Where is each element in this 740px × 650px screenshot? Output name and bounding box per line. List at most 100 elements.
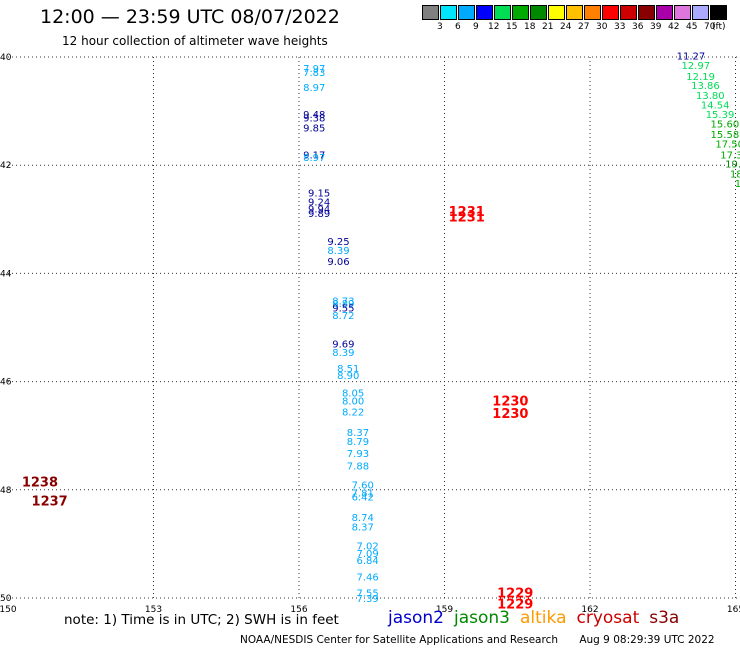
wave-height-value: 11.27 <box>677 51 706 62</box>
pass-time-label: 1230 <box>492 395 528 410</box>
legend-label: 33 <box>614 22 626 32</box>
credit-text: NOAA/NESDIS Center for Satellite Applica… <box>240 634 558 646</box>
legend-label: 45 <box>686 22 698 32</box>
legend-label: 12 <box>488 22 500 32</box>
wave-height-value: 7.46 <box>357 572 379 583</box>
color-legend: 3 6 9 12 15 18 21 24 27 30 33 36 39 42 45 70 (ft) <box>422 5 728 35</box>
wave-height-value: 18.53 <box>730 169 740 180</box>
wave-height-value: 8.22 <box>342 407 364 418</box>
wave-height-value: 8.74 <box>352 513 374 524</box>
wave-height-value: 8.37 <box>352 523 374 534</box>
map-subtitle: 12 hour collection of altimeter wave hei… <box>62 34 328 48</box>
legend-swatch <box>530 5 547 20</box>
y-tick-label: 50 <box>0 594 12 604</box>
legend-swatch <box>566 5 583 20</box>
legend-swatch <box>638 5 655 20</box>
wave-height-value: 9.48 <box>303 110 325 121</box>
satellite-altika: altika <box>520 608 567 628</box>
wave-height-value: 9.06 <box>327 257 349 268</box>
legend-unit: (ft) <box>712 22 726 32</box>
legend-swatch <box>476 5 493 20</box>
pass-time-label: 1237 <box>32 495 68 510</box>
wave-height-value: 7.60 <box>352 480 374 491</box>
wave-height-value: 8.90 <box>337 371 359 382</box>
legend-label: 42 <box>668 22 680 32</box>
x-tick-label: 162 <box>581 605 598 615</box>
legend-swatch <box>710 5 727 20</box>
wave-height-value: 7.81 <box>352 489 374 500</box>
y-tick-label: 48 <box>0 486 12 496</box>
wave-height-value: 13.80 <box>696 91 725 102</box>
wave-height-value: 7.97 <box>303 64 325 75</box>
legend-label: 21 <box>542 22 554 32</box>
wave-height-value: 9.38 <box>303 114 325 125</box>
satellite-jason2: jason2 <box>388 608 444 628</box>
x-tick-label: 165 <box>727 605 740 615</box>
wave-height-value: 13.86 <box>691 81 720 92</box>
wave-height-value: 12.19 <box>686 72 715 83</box>
wave-height-value: 7.39 <box>357 594 379 605</box>
legend-swatch <box>548 5 565 20</box>
legend-swatch <box>620 5 637 20</box>
wave-height-value: 8.51 <box>337 364 359 375</box>
wave-height-value: 17.50 <box>715 140 740 151</box>
legend-label: 18 <box>524 22 536 32</box>
wave-height-value: 9.55 <box>332 303 354 314</box>
legend-label: 27 <box>578 22 590 32</box>
wave-height-value: 7.55 <box>357 589 379 600</box>
legend-swatch <box>602 5 619 20</box>
satellite-s3a: s3a <box>649 608 680 628</box>
legend-label: 39 <box>650 22 662 32</box>
legend-swatch <box>692 5 709 20</box>
wave-height-value: 6.42 <box>352 492 374 503</box>
legend-swatch <box>422 5 439 20</box>
legend-swatch <box>440 5 457 20</box>
pass-time-label: 1231 <box>449 211 485 226</box>
wave-height-value: 6.84 <box>357 556 379 567</box>
wave-height-value: 15.58 <box>711 130 740 141</box>
pass-time-label: 1230 <box>492 407 528 422</box>
wave-height-value: 8.79 <box>347 437 369 448</box>
wave-height-value: 8.05 <box>342 388 364 399</box>
legend-swatch <box>458 5 475 20</box>
wave-height-value: 7.09 <box>357 549 379 560</box>
wave-height-value: 9.24 <box>308 197 330 208</box>
timestamp-text: Aug 9 08:29:39 UTC 2022 <box>579 634 715 646</box>
satellite-legend: jason2 jason3 altika cryosat s3a <box>388 608 689 628</box>
legend-label: 36 <box>632 22 644 32</box>
legend-label: 30 <box>596 22 608 32</box>
y-tick-label: 44 <box>0 269 12 279</box>
wave-height-value: 17.34 <box>720 150 740 161</box>
map-title: 12:00 — 23:59 UTC 08/07/2022 <box>40 6 340 28</box>
wave-height-value: 18.90 <box>735 179 740 190</box>
note-text: note: 1) Time is in UTC; 2) SWH is in fe… <box>64 612 339 628</box>
wave-height-value: 15.60 <box>711 120 740 131</box>
x-tick-label: 159 <box>436 605 453 615</box>
wave-height-value: 8.00 <box>342 397 364 408</box>
satellite-jason3: jason3 <box>454 608 510 628</box>
x-tick-label: 156 <box>290 605 307 615</box>
y-tick-label: 42 <box>0 161 11 171</box>
satellite-cryosat: cryosat <box>576 608 640 628</box>
wave-height-value: 8.39 <box>327 246 349 257</box>
wave-height-value: 9.15 <box>308 188 330 199</box>
legend-label: 9 <box>473 22 479 32</box>
pass-time-label: 1229 <box>497 597 533 612</box>
legend-label: 24 <box>560 22 572 32</box>
legend-label: 3 <box>437 22 443 32</box>
legend-swatch <box>584 5 601 20</box>
pass-time-label: 1231 <box>449 205 485 220</box>
wave-height-value: 8.37 <box>347 428 369 439</box>
wave-height-value: 9.69 <box>332 340 354 351</box>
wave-height-value: 8.97 <box>303 153 325 164</box>
legend-swatch <box>494 5 511 20</box>
legend-swatch <box>674 5 691 20</box>
wave-height-value: 9.94 <box>308 204 330 215</box>
wave-height-value: 9.89 <box>308 209 330 220</box>
wave-height-value: 8.73 <box>332 296 354 307</box>
pass-time-label: 1238 <box>22 476 58 491</box>
wave-height-value: 8.97 <box>303 83 325 94</box>
wave-height-value: 7.83 <box>303 68 325 79</box>
legend-label: 15 <box>506 22 518 32</box>
